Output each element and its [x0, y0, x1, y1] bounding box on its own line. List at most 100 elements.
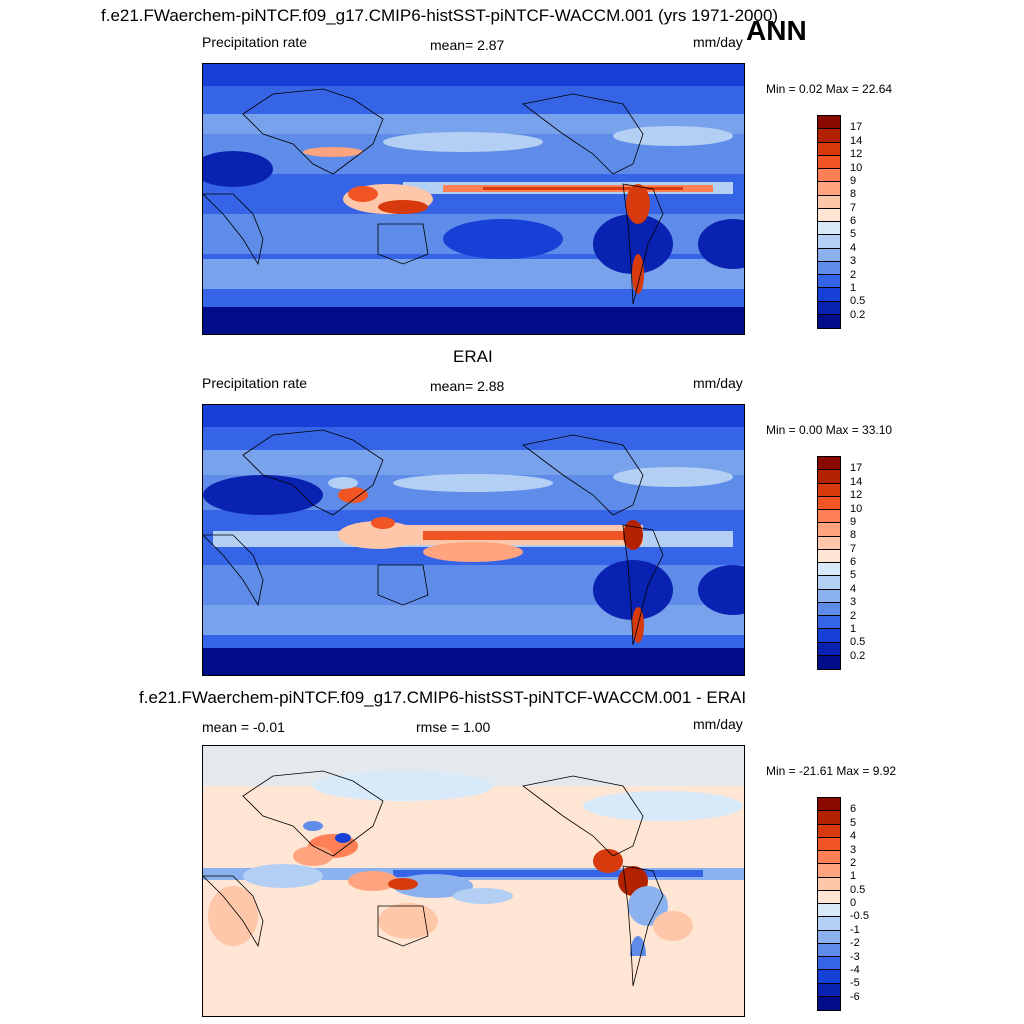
colorbar-tick-label: 0: [850, 897, 857, 909]
panel-2-mean-label: mean= 2.88: [430, 378, 505, 394]
panel-3-minmax: Min = -21.61 Max = 9.92: [766, 764, 897, 778]
panel-1-units-label: mm/day: [693, 34, 743, 50]
colorbar-swatch: [818, 930, 840, 944]
colorbar-swatch: [818, 655, 840, 669]
colorbar-tick-label: 3: [850, 596, 857, 609]
colorbar-swatch: [818, 470, 840, 484]
colorbar-swatch: [818, 576, 840, 590]
colorbar-swatch: [818, 169, 840, 183]
colorbar-tick-label: 8: [850, 188, 857, 201]
colorbar-tick-label: -6: [850, 990, 860, 1003]
colorbar-tick-label: -1: [850, 923, 860, 936]
panel-3-mean-label: mean = -0.01: [202, 719, 285, 735]
colorbar-tick-label: 6: [850, 556, 857, 568]
colorbar-tick-label: -4: [850, 963, 860, 976]
colorbar-swatch: [818, 248, 840, 262]
colorbar-swatch: [818, 536, 840, 550]
colorbar-swatch: [818, 589, 840, 603]
colorbar-swatch: [818, 182, 840, 196]
colorbar-tick-label: 12: [850, 148, 863, 161]
colorbar-tick-label: 0.2: [850, 308, 866, 321]
colorbar-swatch: [818, 642, 840, 656]
colorbar-swatch: [818, 877, 840, 891]
colorbar-swatch: [818, 890, 840, 904]
colorbar-swatch: [818, 222, 840, 236]
colorbar-tick-label: -0.5: [850, 910, 869, 923]
panel-1-minmax: Min = 0.02 Max = 22.64: [766, 82, 893, 96]
colorbar-tick-label: 0.5: [850, 636, 866, 649]
colorbar-tick-label: 9: [850, 174, 857, 187]
colorbar-tick-label: 1: [850, 622, 857, 635]
colorbar-swatch: [818, 837, 840, 851]
colorbar-tick-label: 17: [850, 462, 863, 475]
colorbar-swatch: [818, 275, 840, 289]
colorbar-swatch: [818, 496, 840, 510]
colorbar-swatch: [818, 943, 840, 957]
colorbar-tick-label: 0.2: [850, 649, 866, 662]
colorbar-tick-label: 2: [850, 268, 857, 281]
colorbar-swatch: [818, 983, 840, 997]
colorbar-tick-label: 12: [850, 489, 863, 502]
colorbar-swatch: [818, 116, 840, 130]
colorbar-tick-label: 4: [850, 830, 857, 843]
colorbar-tick-label: 0.5: [850, 883, 866, 896]
colorbar-swatch: [818, 970, 840, 984]
colorbar-swatch: [818, 261, 840, 275]
panel-3-rmse-label: rmse = 1.00: [416, 719, 491, 735]
colorbar-tick-label: 5: [850, 569, 857, 582]
colorbar-swatch: [818, 811, 840, 825]
colorbar-tick-label: 1: [850, 870, 857, 883]
colorbar-swatch: [818, 208, 840, 222]
colorbar-tick-label: 4: [850, 241, 857, 254]
colorbar-swatch: [818, 129, 840, 143]
colorbar-tick-label: 6: [850, 803, 857, 816]
panel-1-variable-label: Precipitation rate: [202, 34, 308, 50]
colorbar-swatch: [818, 616, 840, 630]
panel-1-colorbar: [817, 115, 841, 329]
colorbar-tick-label: 8: [850, 529, 857, 542]
colorbar-tick-label: 7: [850, 542, 857, 555]
colorbar-swatch: [818, 155, 840, 169]
colorbar-swatch: [818, 864, 840, 878]
colorbar-tick-label: 7: [850, 201, 857, 214]
colorbar-tick-label: 5: [850, 816, 857, 829]
colorbar-swatch: [818, 904, 840, 918]
colorbar-tick-label: 6: [850, 215, 857, 227]
colorbar-swatch: [818, 483, 840, 497]
colorbar-swatch: [818, 301, 840, 315]
colorbar-swatch: [818, 957, 840, 971]
colorbar-swatch: [818, 851, 840, 865]
colorbar-swatch: [818, 798, 840, 812]
panel-3-title: f.e21.FWaerchem-piNTCF.f09_g17.CMIP6-his…: [139, 688, 747, 707]
panel-2-title: ERAI: [453, 347, 493, 366]
colorbar-swatch: [818, 235, 840, 249]
colorbar-tick-label: 14: [850, 134, 863, 147]
colorbar-tick-label: 9: [850, 515, 857, 528]
panel-1-precip-map: [202, 63, 745, 335]
colorbar-swatch: [818, 510, 840, 524]
colorbar-tick-label: 4: [850, 582, 857, 595]
colorbar-swatch: [818, 824, 840, 838]
colorbar-swatch: [818, 288, 840, 302]
season-label: ANN: [746, 15, 807, 46]
panel-2-colorbar: [817, 456, 841, 670]
colorbar-swatch: [818, 629, 840, 643]
panel-1-mean-label: mean= 2.87: [430, 37, 505, 53]
colorbar-tick-label: 2: [850, 856, 857, 869]
panel-2-minmax: Min = 0.00 Max = 33.10: [766, 423, 893, 437]
colorbar-tick-label: 3: [850, 255, 857, 268]
panel-3-units-label: mm/day: [693, 716, 743, 732]
colorbar-tick-label: 10: [850, 161, 863, 174]
colorbar-swatch: [818, 602, 840, 616]
colorbar-tick-label: -5: [850, 977, 860, 990]
panel-2-units-label: mm/day: [693, 375, 743, 391]
colorbar-swatch: [818, 142, 840, 156]
panel-2-variable-label: Precipitation rate: [202, 375, 308, 391]
colorbar-tick-label: 10: [850, 502, 863, 515]
colorbar-tick-label: 5: [850, 228, 857, 241]
colorbar-tick-label: 17: [850, 121, 863, 134]
panel-2-precip-map: [202, 404, 745, 676]
colorbar-tick-label: 2: [850, 609, 857, 622]
colorbar-tick-label: 3: [850, 843, 857, 856]
panel-3-colorbar: [817, 797, 841, 1011]
